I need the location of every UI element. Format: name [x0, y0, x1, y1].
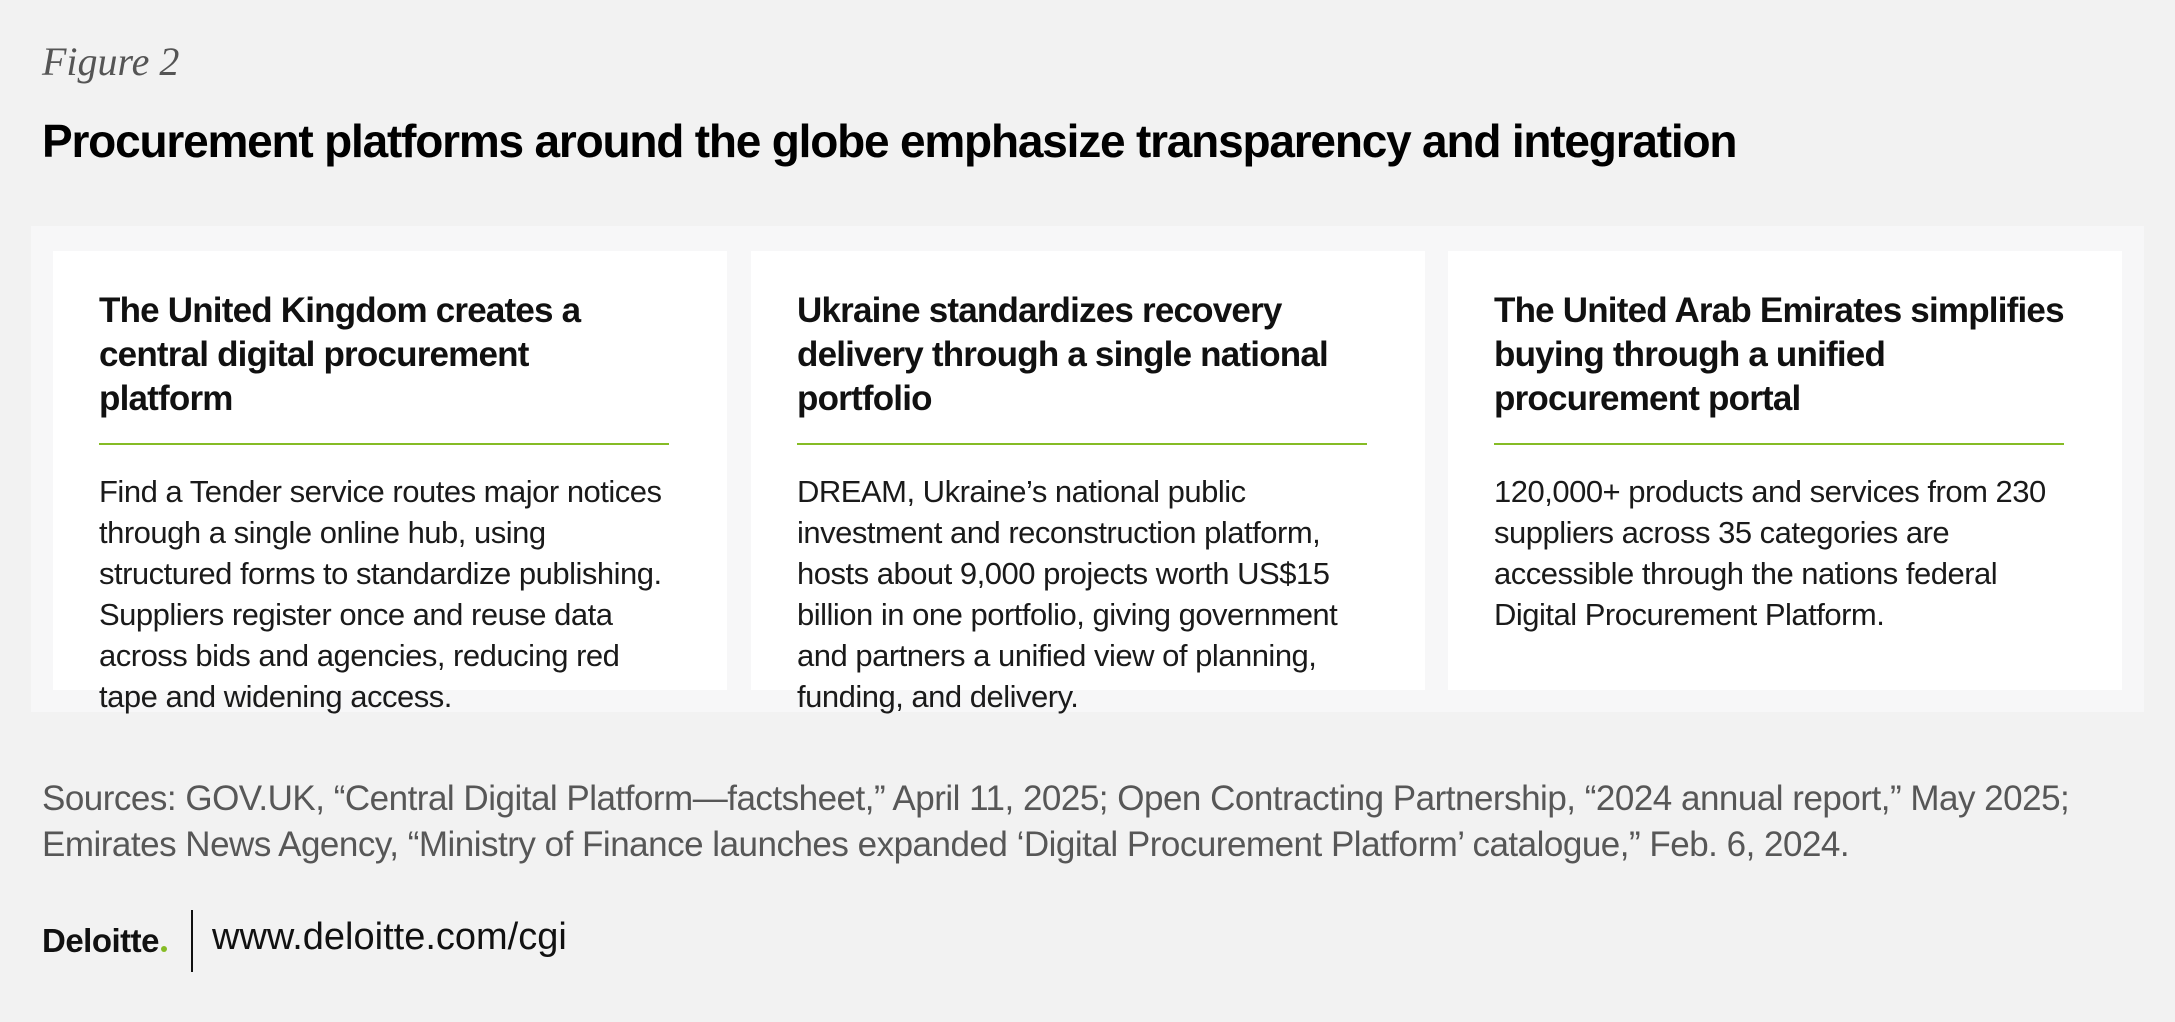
logo: Deloitte: [42, 922, 167, 960]
card-heading: The United Arab Emirates simplifies buyi…: [1494, 289, 2065, 445]
card-heading: Ukraine standardizes recovery delivery t…: [797, 289, 1367, 445]
title: Procurement platforms around the globe e…: [42, 115, 1737, 167]
card-heading: The United Kingdom creates a central dig…: [99, 289, 669, 445]
card: The United Kingdom creates a central dig…: [53, 251, 727, 714]
card-body: 120,000+ products and services from 230 …: [1494, 474, 2046, 632]
card-body: DREAM, Ukraine’s national public investm…: [797, 474, 1338, 714]
divider: [191, 910, 193, 972]
card: Ukraine standardizes recovery delivery t…: [751, 251, 1425, 714]
footer-url[interactable]: www.deloitte.com/cgi: [212, 916, 567, 958]
card: The United Arab Emirates simplifies buyi…: [1448, 251, 2122, 690]
card-panel: The United Kingdom creates a central dig…: [31, 226, 2144, 714]
card-body: Find a Tender service routes major notic…: [99, 474, 662, 714]
figure-label: Figure 2: [42, 39, 180, 84]
sources: Sources: GOV.UK, “Central Digital Platfo…: [42, 779, 2070, 864]
